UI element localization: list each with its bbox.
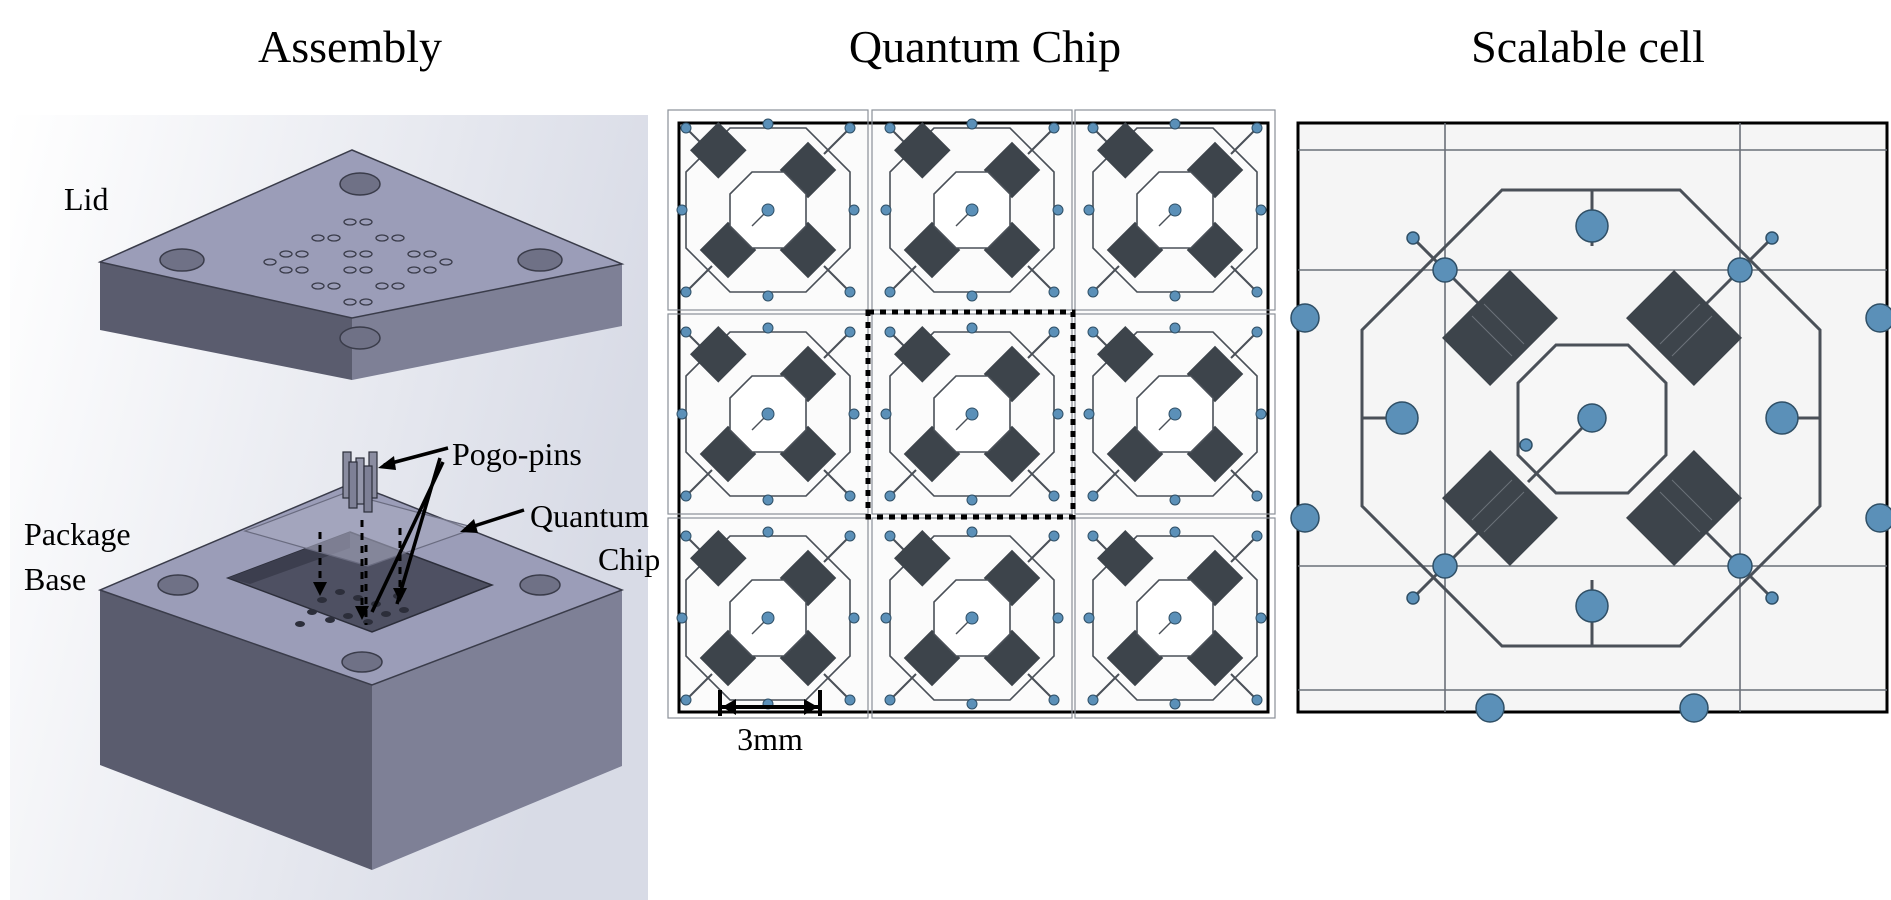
- chip-cell-grid: [667, 109, 1276, 719]
- pad: [1575, 209, 1609, 243]
- pad: [1679, 693, 1709, 723]
- pad: [1519, 438, 1533, 452]
- pad: [1765, 591, 1779, 605]
- label-chip: Chip: [598, 541, 660, 577]
- resonator: [1442, 450, 1558, 566]
- resonator: [1442, 270, 1558, 386]
- pad: [1865, 503, 1891, 533]
- assembly-panel: Lid Pogo-pins Quantum Chip Package Base: [10, 115, 660, 900]
- scale-bar-arrowheads: [722, 699, 818, 715]
- title-assembly: Assembly: [258, 21, 442, 72]
- pad: [1406, 231, 1420, 245]
- pad: [1765, 231, 1779, 245]
- center-pad: [1577, 403, 1607, 433]
- pad: [1385, 401, 1419, 435]
- label-base: Base: [24, 561, 86, 597]
- pad: [1432, 257, 1458, 283]
- title-scalable-cell: Scalable cell: [1471, 21, 1705, 72]
- scalable-cell-panel: [1290, 121, 1891, 723]
- callout-arrowheads: [378, 456, 478, 533]
- cell-outer-octagon: [1360, 188, 1822, 648]
- pad: [1290, 503, 1320, 533]
- pad: [1406, 591, 1420, 605]
- lid-part: [97, 149, 625, 380]
- pogo-pins: [342, 451, 378, 513]
- pad: [1575, 589, 1609, 623]
- title-quantum-chip: Quantum Chip: [849, 21, 1121, 72]
- label-quantum: Quantum: [530, 498, 649, 534]
- pad: [1290, 303, 1320, 333]
- scale-bar: [718, 690, 822, 716]
- pad: [1727, 553, 1753, 579]
- pad: [1727, 257, 1753, 283]
- label-lid: Lid: [64, 181, 108, 217]
- pad: [1765, 401, 1799, 435]
- label-pogo-pins: Pogo-pins: [452, 436, 582, 472]
- label-package: Package: [24, 516, 131, 552]
- quantum-chip-panel: 3mm: [667, 109, 1276, 757]
- cell-center-lead: [1526, 416, 1594, 484]
- resonator: [1626, 450, 1742, 566]
- lid-hole-pattern: [263, 218, 453, 306]
- pad: [1475, 693, 1505, 723]
- cell-gridlines: [1298, 123, 1887, 712]
- cell-pads: [1290, 209, 1891, 723]
- scale-label: 3mm: [737, 721, 803, 757]
- quantum-chip-plate: [243, 492, 479, 567]
- resonator: [1626, 270, 1742, 386]
- pad: [1865, 303, 1891, 333]
- resonator-texture: [1471, 303, 1713, 533]
- pad: [1432, 553, 1458, 579]
- cell-resonators: [1442, 270, 1742, 566]
